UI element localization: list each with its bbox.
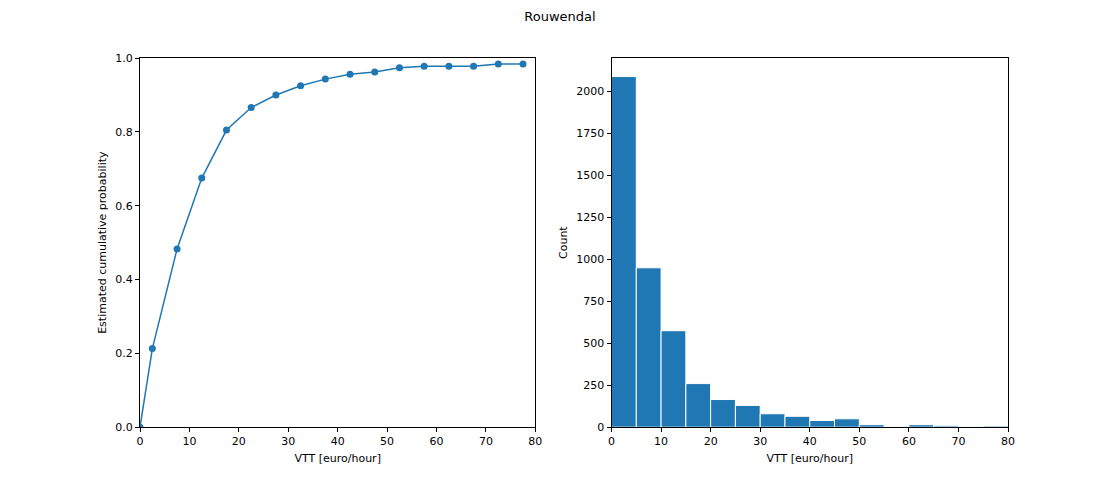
svg-text:Count: Count (557, 226, 570, 259)
svg-text:80: 80 (528, 435, 542, 448)
svg-text:0.4: 0.4 (115, 273, 133, 286)
svg-text:30: 30 (281, 435, 295, 448)
svg-text:Estimated cumulative probabili: Estimated cumulative probability (96, 151, 109, 334)
svg-text:60: 60 (430, 435, 444, 448)
svg-text:20: 20 (232, 435, 246, 448)
svg-text:60: 60 (902, 435, 916, 448)
svg-text:2000: 2000 (576, 85, 604, 98)
svg-text:50: 50 (380, 435, 394, 448)
svg-text:1.0: 1.0 (115, 52, 133, 65)
svg-text:10: 10 (654, 435, 668, 448)
svg-text:40: 40 (803, 435, 817, 448)
svg-text:1250: 1250 (576, 211, 604, 224)
svg-text:750: 750 (583, 295, 604, 308)
svg-text:10: 10 (182, 435, 196, 448)
svg-text:1000: 1000 (576, 253, 604, 266)
svg-text:0.6: 0.6 (115, 200, 133, 213)
svg-text:70: 70 (951, 435, 965, 448)
svg-text:250: 250 (583, 379, 604, 392)
svg-text:0.8: 0.8 (115, 126, 133, 139)
svg-text:VTT [euro/hour]: VTT [euro/hour] (294, 452, 381, 465)
svg-text:0.2: 0.2 (115, 347, 133, 360)
svg-text:70: 70 (479, 435, 493, 448)
svg-text:500: 500 (583, 337, 604, 350)
svg-text:30: 30 (753, 435, 767, 448)
svg-text:VTT [euro/hour]: VTT [euro/hour] (767, 452, 854, 465)
svg-text:20: 20 (704, 435, 718, 448)
svg-text:0.0: 0.0 (115, 421, 133, 434)
svg-text:80: 80 (1001, 435, 1015, 448)
svg-text:0: 0 (597, 421, 604, 434)
svg-text:40: 40 (331, 435, 345, 448)
svg-text:1500: 1500 (576, 169, 604, 182)
svg-text:Rouwendal: Rouwendal (524, 9, 595, 24)
svg-text:0: 0 (608, 435, 615, 448)
svg-text:0: 0 (137, 435, 144, 448)
svg-text:50: 50 (852, 435, 866, 448)
svg-text:1750: 1750 (576, 127, 604, 140)
